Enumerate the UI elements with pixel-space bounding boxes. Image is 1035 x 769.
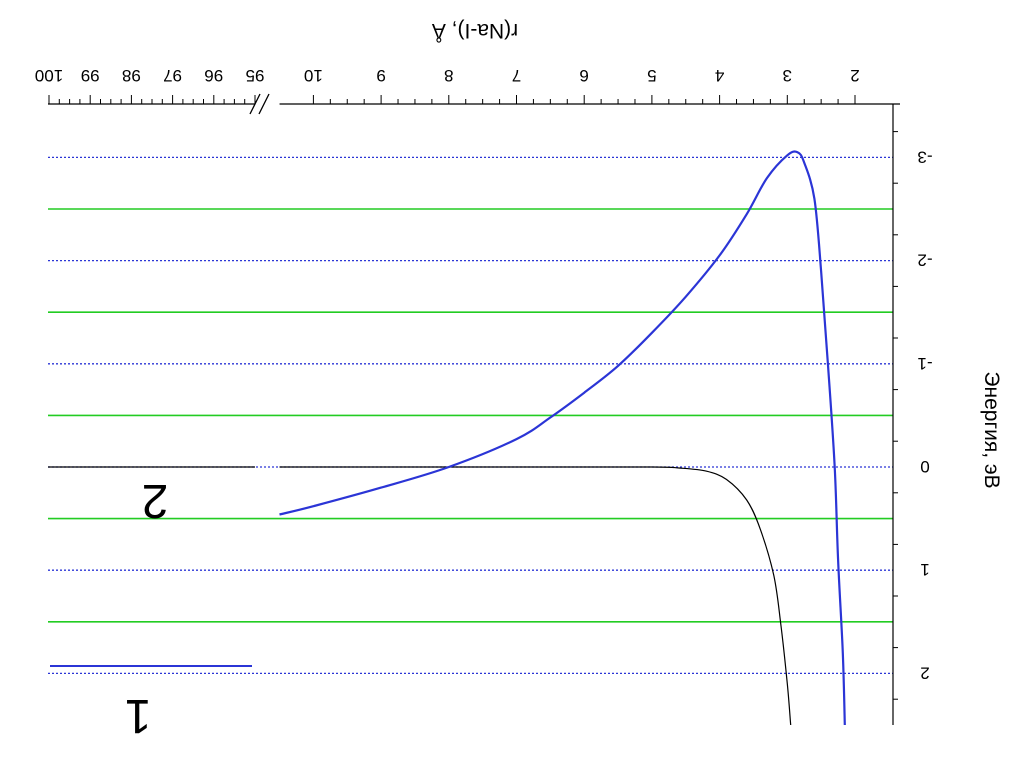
x-tick-label: 5	[647, 66, 656, 85]
x-tick-label: 95	[246, 66, 265, 85]
y-tick-label: -2	[917, 251, 932, 270]
x-tick-label: 9	[376, 66, 385, 85]
y-tick-label: 1	[920, 560, 929, 579]
grid-lines	[48, 156, 893, 675]
x-tick-label: 98	[122, 66, 141, 85]
x-tick-label: 7	[512, 66, 521, 85]
x-tick-label: 6	[579, 66, 588, 85]
y-tick-label: -3	[917, 147, 932, 166]
axes: 2 3 4 5 6 7 8 9 10 95 96 97 98 99 100 -3 -2 -1 0 1 2	[35, 66, 933, 725]
x-tick-label: 96	[204, 66, 223, 85]
x-tick-label: 8	[444, 66, 453, 85]
x-tick-label: 4	[715, 66, 724, 85]
y-tick-label: 2	[920, 663, 929, 682]
x-tick-label: 97	[163, 66, 182, 85]
x-tick-label: 10	[304, 66, 323, 85]
x-tick-label: 3	[783, 66, 792, 85]
y-axis-title: Энергия, эВ	[980, 371, 1003, 488]
y-tick-label: -1	[917, 354, 932, 373]
curve-1-label: 1	[125, 689, 152, 742]
curve-2	[279, 150, 846, 726]
axis-break-mark	[258, 93, 270, 115]
x-tick-label: 2	[850, 66, 859, 85]
curve-2-label: 2	[142, 474, 169, 527]
x-axis-title: r(Na-I), Å	[432, 19, 518, 42]
curves	[48, 150, 846, 726]
y-tick-label: 0	[920, 457, 929, 476]
x-tick-label: 100	[35, 66, 63, 85]
curve-1	[279, 466, 792, 726]
x-tick-label: 99	[81, 66, 100, 85]
